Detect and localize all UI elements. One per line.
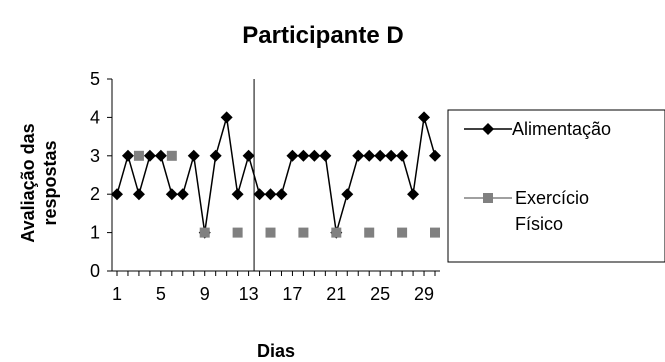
- legend-box: [447, 109, 665, 263]
- chart-title: Participante D: [242, 22, 403, 49]
- data-point-square: [166, 150, 177, 161]
- data-point-square: [364, 227, 375, 238]
- data-point-diamond: [132, 188, 145, 201]
- data-point-diamond: [363, 149, 376, 162]
- plot-area: [111, 111, 441, 239]
- data-point-square: [298, 227, 309, 238]
- data-point-diamond: [187, 149, 200, 162]
- x-tick-label: 5: [156, 284, 166, 304]
- data-point-diamond: [396, 149, 409, 162]
- data-point-diamond: [297, 149, 310, 162]
- data-point-square: [331, 227, 342, 238]
- y-axis-label-line-1: Avaliação das: [18, 123, 38, 242]
- x-axis-label: Dias: [257, 341, 295, 361]
- data-point-diamond: [319, 149, 332, 162]
- legend-square-marker: [483, 193, 493, 203]
- series-line-0: [116, 117, 436, 233]
- data-point-diamond: [209, 149, 222, 162]
- data-point-square: [265, 227, 276, 238]
- y-tick-label: 1: [90, 223, 100, 243]
- x-axis-ticks: 1 5 9 13 17 21 25 29: [112, 271, 436, 304]
- data-point-diamond: [407, 188, 420, 201]
- data-point-diamond: [308, 149, 321, 162]
- legend-label-exercicio-line-2: Físico: [515, 214, 563, 234]
- data-point-diamond: [231, 188, 244, 201]
- y-tick-label: 5: [90, 69, 100, 89]
- data-point-diamond: [253, 188, 266, 201]
- y-axis-label-line-2: respostas: [40, 140, 60, 225]
- y-axis-label: Avaliação das respostas: [18, 123, 60, 242]
- data-point-diamond: [429, 149, 441, 162]
- data-point-diamond: [418, 111, 431, 124]
- data-point-diamond: [111, 188, 123, 201]
- y-axis-ticks: 0 1 2 3 4 5: [90, 69, 112, 281]
- x-tick-label: 17: [282, 284, 302, 304]
- data-point-diamond: [176, 188, 189, 201]
- x-tick-label: 1: [112, 284, 122, 304]
- y-tick-label: 3: [90, 146, 100, 166]
- legend: Alimentação Exercício Físico: [447, 109, 665, 263]
- x-tick-label: 21: [326, 284, 346, 304]
- data-point-diamond: [352, 149, 365, 162]
- data-point-diamond: [220, 111, 233, 124]
- x-tick-label: 25: [370, 284, 390, 304]
- y-tick-label: 0: [90, 261, 100, 281]
- y-tick-label: 2: [90, 184, 100, 204]
- data-point-square: [232, 227, 243, 238]
- data-point-diamond: [165, 188, 178, 201]
- data-point-square: [133, 150, 144, 161]
- data-point-diamond: [154, 149, 167, 162]
- legend-label-exercicio-line-1: Exercício: [515, 188, 589, 208]
- data-point-diamond: [341, 188, 354, 201]
- y-tick-label: 4: [90, 107, 100, 127]
- data-point-square: [199, 227, 210, 238]
- x-tick-label: 13: [239, 284, 259, 304]
- data-point-diamond: [242, 149, 255, 162]
- data-point-diamond: [264, 188, 277, 201]
- data-point-diamond: [385, 149, 398, 162]
- legend-diamond-marker: [482, 123, 494, 135]
- data-point-square: [397, 227, 408, 238]
- data-point-diamond: [286, 149, 299, 162]
- data-point-diamond: [121, 149, 134, 162]
- data-point-square: [430, 227, 440, 238]
- data-point-diamond: [143, 149, 156, 162]
- data-point-diamond: [275, 188, 288, 201]
- data-point-diamond: [374, 149, 387, 162]
- x-tick-label: 29: [414, 284, 434, 304]
- legend-label-alimentacao: Alimentação: [512, 119, 611, 139]
- x-tick-label: 9: [200, 284, 210, 304]
